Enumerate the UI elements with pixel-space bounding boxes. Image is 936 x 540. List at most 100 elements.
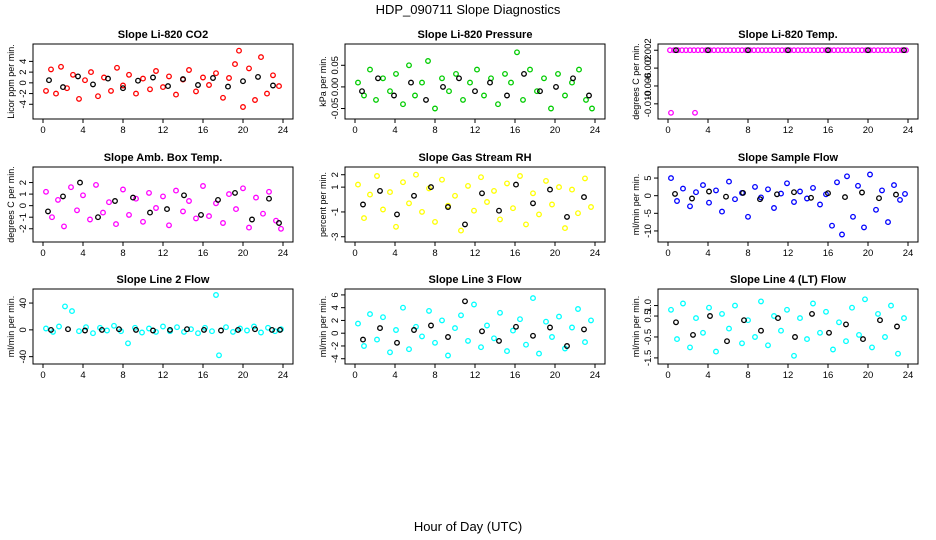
data-point — [276, 83, 282, 90]
data-point — [380, 75, 386, 82]
data-point — [218, 327, 224, 334]
data-point — [174, 324, 180, 331]
data-point — [453, 70, 459, 77]
data-point — [114, 64, 120, 71]
data-point — [220, 94, 226, 101]
y-tick-label: -5 — [643, 209, 654, 217]
data-point — [700, 182, 706, 189]
data-point — [99, 326, 105, 333]
data-point — [215, 196, 221, 203]
data-point — [240, 104, 246, 110]
data-point — [810, 184, 816, 191]
data-point — [46, 77, 52, 84]
data-point — [530, 190, 536, 197]
y-tick-label: -4 — [330, 354, 341, 362]
data-point — [855, 182, 861, 189]
data-point — [487, 79, 493, 86]
data-point — [400, 304, 406, 311]
y-axis-label: ml/min per min. — [318, 296, 328, 358]
data-point — [147, 209, 153, 216]
x-tick-label: 16 — [198, 370, 209, 381]
data-point — [61, 223, 67, 230]
data-point — [452, 325, 458, 332]
data-point — [536, 211, 542, 218]
x-tick-label: 24 — [278, 370, 289, 381]
x-tick-label: 16 — [823, 248, 834, 259]
data-point — [76, 328, 82, 335]
panel-title: Slope Line 4 (LT) Flow — [730, 274, 846, 286]
x-tick-label: 16 — [510, 248, 521, 259]
data-point — [80, 192, 86, 199]
series-secondary — [359, 70, 592, 103]
data-point — [504, 92, 510, 99]
x-tick-label: 24 — [903, 125, 914, 136]
data-point — [380, 206, 386, 213]
data-point — [739, 340, 745, 347]
data-point — [133, 90, 139, 97]
y-tick-label: 4 — [330, 305, 341, 310]
x-tick-label: 8 — [120, 248, 125, 259]
data-point — [555, 70, 561, 77]
data-point — [411, 192, 417, 199]
panel-title: Slope Li-820 CO2 — [118, 29, 208, 41]
data-point — [105, 75, 111, 82]
data-point — [446, 88, 452, 95]
figure-x-label: Hour of Day (UTC) — [414, 519, 522, 534]
x-tick-label: 24 — [590, 248, 601, 259]
panel-title: Slope Li-820 Pressure — [418, 29, 533, 41]
data-point — [690, 331, 696, 338]
data-point — [687, 203, 693, 210]
data-point — [588, 204, 594, 210]
data-point — [377, 187, 383, 194]
y-tick-label: 0 — [18, 327, 29, 332]
data-point — [479, 190, 485, 197]
data-point — [527, 66, 533, 73]
data-point — [393, 223, 399, 230]
data-point — [491, 335, 497, 342]
data-point — [95, 93, 101, 100]
data-point — [246, 224, 252, 231]
data-point — [201, 326, 207, 333]
data-point — [757, 196, 763, 203]
data-point — [867, 171, 873, 178]
data-point — [394, 211, 400, 218]
y-tick-label: 0 — [18, 203, 29, 208]
data-point — [367, 191, 373, 198]
data-point — [758, 298, 764, 305]
data-point — [252, 326, 258, 333]
data-point — [111, 322, 117, 329]
data-point — [462, 221, 468, 228]
data-point — [206, 82, 212, 88]
data-point — [700, 329, 706, 336]
panel-title: Slope Amb. Box Temp. — [104, 152, 223, 164]
data-point — [491, 187, 497, 194]
data-point — [75, 73, 81, 80]
panel-9: Slope Line 4 (LT) Flow 0 4 8 12 16 20 24 -1.5 -0.… — [631, 274, 919, 381]
data-point — [706, 199, 712, 206]
data-point — [269, 326, 275, 333]
series-secondary — [673, 310, 900, 345]
x-tick-label: 0 — [352, 248, 357, 259]
data-point — [232, 61, 238, 68]
data-point — [888, 302, 894, 309]
data-point — [77, 179, 83, 186]
data-point — [236, 47, 242, 54]
x-tick-label: 8 — [120, 370, 125, 381]
data-point — [830, 346, 836, 353]
y-tick-label: 0 — [330, 331, 341, 336]
data-point — [428, 184, 434, 191]
x-tick-label: 4 — [705, 370, 710, 381]
data-point — [428, 322, 434, 329]
data-point — [752, 334, 758, 340]
data-point — [891, 182, 897, 189]
data-point — [465, 337, 471, 344]
data-point — [543, 318, 549, 325]
data-point — [825, 47, 831, 54]
data-point — [556, 184, 562, 191]
data-point — [465, 182, 471, 189]
data-point — [850, 213, 856, 220]
y-axis-label: Licor ppm per min. — [6, 44, 16, 119]
data-point — [672, 190, 678, 197]
